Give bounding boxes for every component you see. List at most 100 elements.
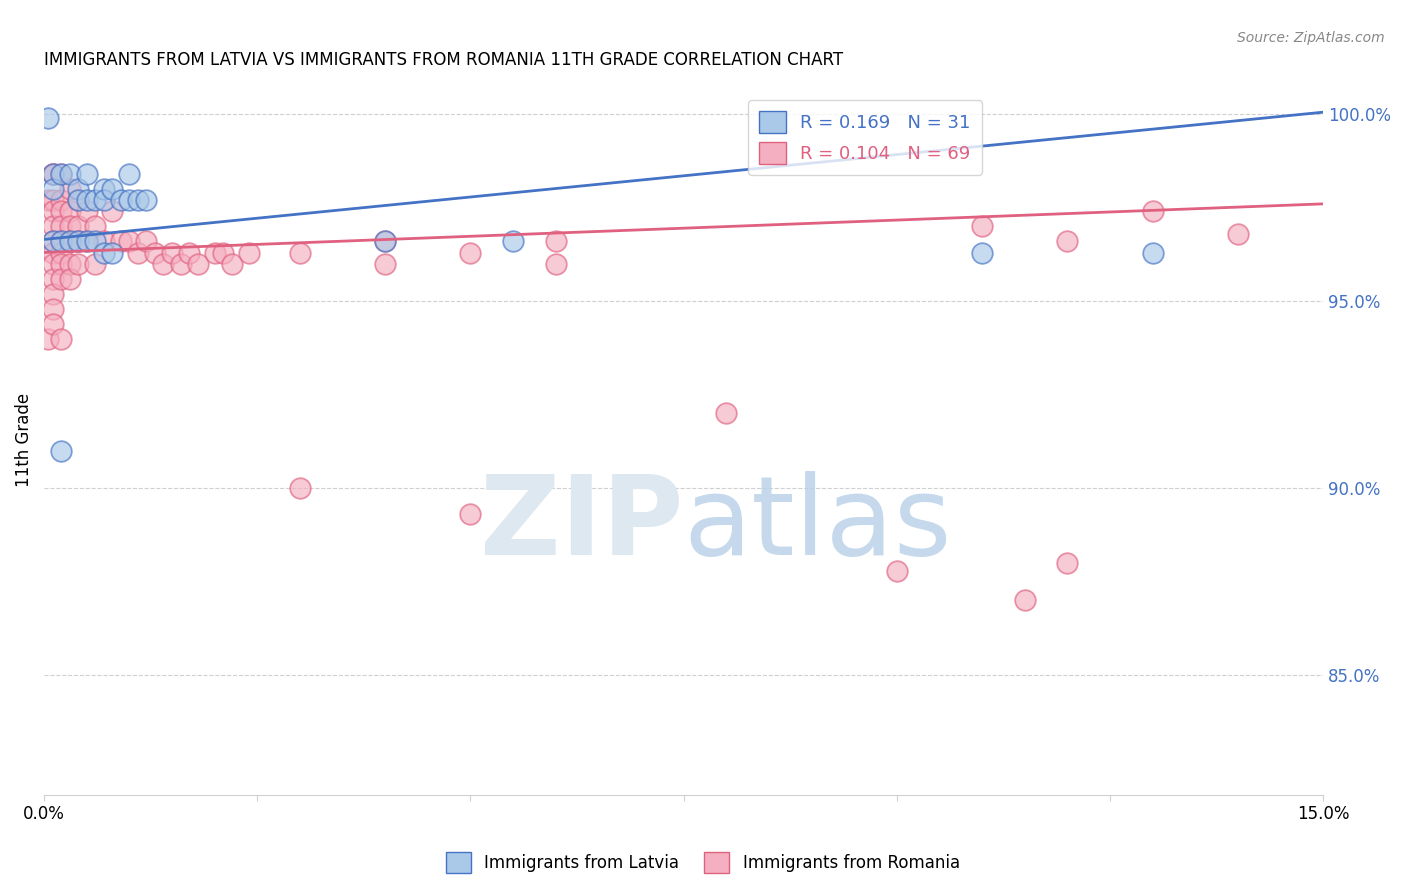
Point: [110, 193, 132, 207]
Point: [177, 245, 200, 260]
Point: [41, 245, 63, 260]
Point: [93, 245, 115, 260]
Point: [288, 481, 311, 495]
Point: [41, 193, 63, 207]
Point: [187, 257, 209, 271]
Point: [374, 234, 396, 248]
Point: [118, 193, 141, 207]
Point: [67, 219, 90, 234]
Point: [970, 219, 993, 234]
Point: [1056, 556, 1078, 570]
Point: [238, 245, 260, 260]
Point: [716, 406, 738, 420]
Text: ZIP: ZIP: [481, 471, 683, 578]
Point: [101, 182, 124, 196]
Point: [51, 332, 73, 346]
Point: [67, 234, 90, 248]
Point: [460, 245, 482, 260]
Point: [886, 564, 908, 578]
Point: [59, 271, 82, 285]
Point: [59, 182, 82, 196]
Point: [59, 234, 82, 248]
Point: [84, 193, 107, 207]
Point: [37, 111, 59, 125]
Point: [67, 193, 90, 207]
Point: [1014, 593, 1036, 607]
Point: [51, 245, 73, 260]
Point: [143, 245, 166, 260]
Point: [1056, 234, 1078, 248]
Point: [51, 219, 73, 234]
Point: [67, 182, 90, 196]
Point: [41, 257, 63, 271]
Point: [127, 193, 149, 207]
Point: [1142, 204, 1164, 219]
Point: [374, 257, 396, 271]
Point: [970, 245, 993, 260]
Point: [59, 167, 82, 181]
Point: [135, 234, 157, 248]
Point: [93, 193, 115, 207]
Point: [76, 193, 98, 207]
Point: [51, 271, 73, 285]
Point: [160, 245, 183, 260]
Point: [67, 257, 90, 271]
Point: [169, 257, 191, 271]
Point: [41, 167, 63, 181]
Point: [59, 257, 82, 271]
Text: atlas: atlas: [683, 471, 952, 578]
Point: [59, 219, 82, 234]
Point: [51, 257, 73, 271]
Point: [59, 234, 82, 248]
Point: [41, 204, 63, 219]
Point: [41, 317, 63, 331]
Point: [37, 193, 59, 207]
Point: [59, 204, 82, 219]
Point: [76, 204, 98, 219]
Point: [221, 257, 243, 271]
Text: IMMIGRANTS FROM LATVIA VS IMMIGRANTS FROM ROMANIA 11TH GRADE CORRELATION CHART: IMMIGRANTS FROM LATVIA VS IMMIGRANTS FRO…: [44, 51, 844, 69]
Point: [127, 245, 149, 260]
Point: [41, 271, 63, 285]
Point: [51, 167, 73, 181]
Point: [51, 443, 73, 458]
Point: [76, 167, 98, 181]
Point: [84, 234, 107, 248]
Point: [41, 286, 63, 301]
Point: [67, 193, 90, 207]
Point: [101, 245, 124, 260]
Point: [544, 257, 567, 271]
Point: [118, 234, 141, 248]
Point: [460, 508, 482, 522]
Point: [544, 234, 567, 248]
Text: Source: ZipAtlas.com: Source: ZipAtlas.com: [1237, 31, 1385, 45]
Point: [51, 204, 73, 219]
Point: [288, 245, 311, 260]
Point: [135, 193, 157, 207]
Point: [1226, 227, 1249, 241]
Point: [51, 234, 73, 248]
Point: [93, 234, 115, 248]
Legend: R = 0.169   N = 31, R = 0.104   N = 69: R = 0.169 N = 31, R = 0.104 N = 69: [748, 100, 981, 175]
Point: [41, 182, 63, 196]
Point: [110, 234, 132, 248]
Point: [41, 234, 63, 248]
Point: [41, 167, 63, 181]
Point: [204, 245, 226, 260]
Point: [118, 167, 141, 181]
Point: [101, 204, 124, 219]
Point: [93, 182, 115, 196]
Point: [51, 167, 73, 181]
Point: [41, 301, 63, 316]
Point: [152, 257, 174, 271]
Point: [1142, 245, 1164, 260]
Y-axis label: 11th Grade: 11th Grade: [15, 392, 32, 487]
Point: [41, 167, 63, 181]
Point: [84, 219, 107, 234]
Point: [37, 332, 59, 346]
Point: [67, 234, 90, 248]
Point: [502, 234, 524, 248]
Point: [41, 234, 63, 248]
Point: [76, 234, 98, 248]
Point: [51, 193, 73, 207]
